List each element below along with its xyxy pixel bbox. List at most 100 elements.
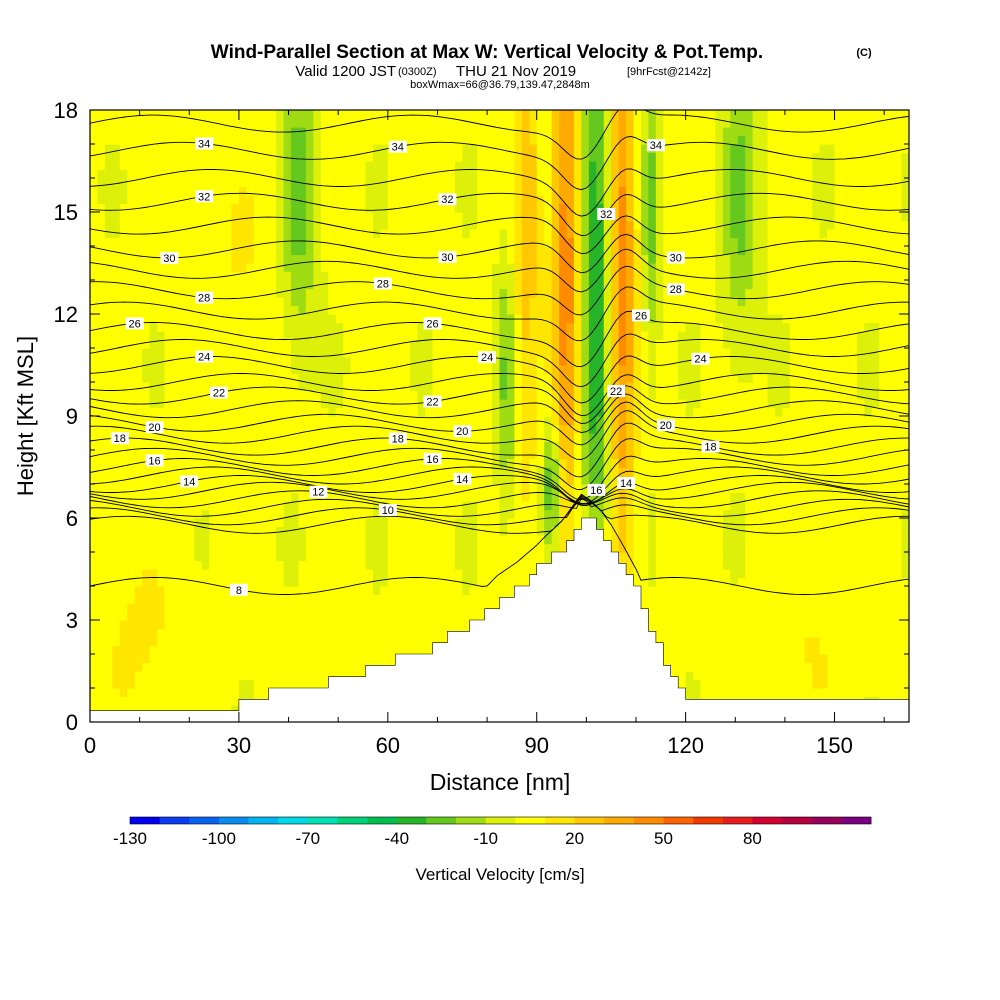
velocity-cell bbox=[410, 356, 419, 366]
velocity-cell bbox=[313, 407, 322, 417]
velocity-cell bbox=[186, 288, 195, 298]
velocity-cell bbox=[127, 161, 136, 171]
velocity-cell bbox=[447, 220, 456, 230]
velocity-cell bbox=[581, 424, 590, 434]
velocity-cell bbox=[209, 535, 218, 545]
velocity-cell bbox=[551, 263, 560, 273]
velocity-cell bbox=[425, 254, 434, 264]
velocity-cell bbox=[425, 288, 434, 298]
velocity-cell bbox=[343, 407, 352, 417]
velocity-cell bbox=[320, 144, 329, 154]
velocity-cell bbox=[469, 178, 478, 188]
velocity-cell bbox=[484, 535, 493, 545]
velocity-cell bbox=[454, 399, 463, 409]
velocity-cell bbox=[276, 433, 285, 443]
velocity-cell bbox=[216, 671, 225, 681]
velocity-cell bbox=[358, 637, 367, 647]
velocity-cell bbox=[209, 220, 218, 230]
velocity-cell bbox=[164, 501, 173, 511]
velocity-cell bbox=[395, 186, 404, 196]
velocity-cell bbox=[506, 450, 515, 460]
velocity-cell bbox=[320, 280, 329, 290]
velocity-cell bbox=[201, 628, 210, 638]
velocity-cell bbox=[335, 399, 344, 409]
velocity-cell bbox=[328, 161, 337, 171]
velocity-cell bbox=[164, 628, 173, 638]
velocity-cell bbox=[454, 186, 463, 196]
velocity-cell bbox=[573, 339, 582, 349]
velocity-cell bbox=[261, 365, 270, 375]
velocity-cell bbox=[372, 535, 381, 545]
velocity-cell bbox=[164, 382, 173, 392]
velocity-cell bbox=[276, 407, 285, 417]
velocity-cell bbox=[551, 144, 560, 154]
velocity-cell bbox=[387, 305, 396, 315]
velocity-cell bbox=[447, 152, 456, 162]
velocity-cell bbox=[365, 390, 374, 400]
velocity-cell bbox=[566, 424, 575, 434]
velocity-cell bbox=[179, 110, 188, 120]
velocity-cell bbox=[291, 416, 300, 426]
velocity-cell bbox=[395, 220, 404, 230]
velocity-cell bbox=[358, 331, 367, 341]
velocity-cell bbox=[157, 263, 166, 273]
velocity-cell bbox=[551, 339, 560, 349]
velocity-cell bbox=[387, 450, 396, 460]
velocity-cell bbox=[492, 594, 501, 604]
velocity-cell bbox=[127, 535, 136, 545]
velocity-cell bbox=[179, 271, 188, 281]
velocity-cell bbox=[484, 229, 493, 239]
velocity-cell bbox=[395, 467, 404, 477]
velocity-cell bbox=[179, 603, 188, 613]
velocity-cell bbox=[469, 441, 478, 451]
velocity-cell bbox=[514, 169, 523, 179]
velocity-cell bbox=[581, 161, 590, 171]
velocity-cell bbox=[276, 212, 285, 222]
velocity-cell bbox=[209, 450, 218, 460]
velocity-cell bbox=[410, 288, 419, 298]
velocity-cell bbox=[209, 509, 218, 519]
velocity-cell bbox=[298, 671, 307, 681]
velocity-cell bbox=[104, 467, 113, 477]
velocity-cell bbox=[529, 186, 538, 196]
velocity-cell bbox=[350, 220, 359, 230]
velocity-cell bbox=[536, 237, 545, 247]
velocity-cell bbox=[544, 220, 553, 230]
velocity-cell bbox=[566, 433, 575, 443]
velocity-cell bbox=[566, 348, 575, 358]
velocity-cell bbox=[506, 543, 515, 553]
velocity-cell bbox=[544, 203, 553, 213]
velocity-cell bbox=[231, 254, 240, 264]
velocity-cell bbox=[157, 501, 166, 511]
velocity-cell bbox=[536, 467, 545, 477]
velocity-cell bbox=[268, 288, 277, 298]
velocity-cell bbox=[566, 373, 575, 383]
velocity-cell bbox=[112, 271, 121, 281]
velocity-cell bbox=[514, 348, 523, 358]
velocity-cell bbox=[551, 254, 560, 264]
velocity-cell bbox=[171, 305, 180, 315]
velocity-cell bbox=[335, 169, 344, 179]
velocity-cell bbox=[112, 424, 121, 434]
velocity-cell bbox=[588, 382, 597, 392]
velocity-cell bbox=[261, 186, 270, 196]
velocity-cell bbox=[521, 212, 530, 222]
velocity-cell bbox=[581, 356, 590, 366]
velocity-cell bbox=[551, 475, 560, 485]
velocity-cell bbox=[305, 110, 314, 120]
velocity-cell bbox=[425, 365, 434, 375]
velocity-cell bbox=[97, 237, 106, 247]
velocity-cell bbox=[596, 229, 605, 239]
velocity-cell bbox=[313, 314, 322, 324]
velocity-cell bbox=[454, 620, 463, 630]
velocity-cell bbox=[417, 365, 426, 375]
velocity-cell bbox=[313, 195, 322, 205]
velocity-cell bbox=[551, 373, 560, 383]
velocity-cell bbox=[231, 178, 240, 188]
velocity-cell bbox=[432, 246, 441, 256]
velocity-cell bbox=[253, 331, 262, 341]
velocity-cell bbox=[231, 705, 240, 715]
velocity-cell bbox=[566, 526, 575, 536]
velocity-cell bbox=[216, 458, 225, 468]
velocity-cell bbox=[484, 407, 493, 417]
